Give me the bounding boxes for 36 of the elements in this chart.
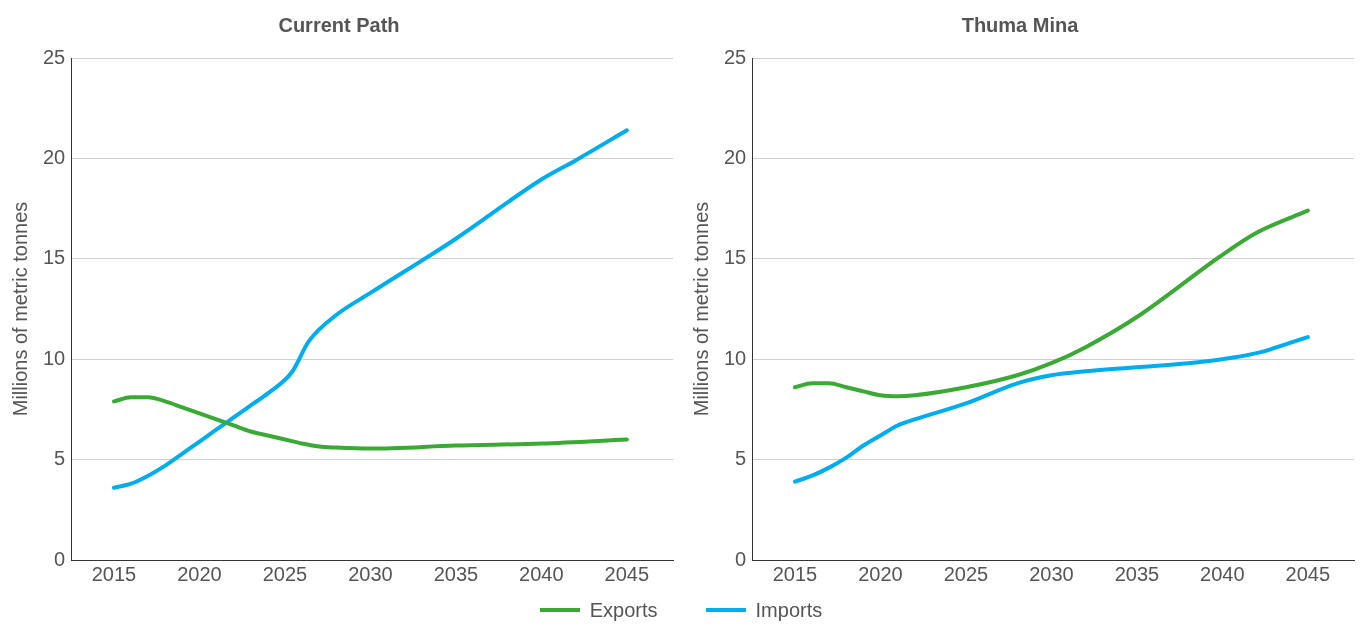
x-tick-label: 2030 — [348, 562, 393, 585]
x-tick-label: 2030 — [1029, 562, 1074, 585]
x-tick-label: 2025 — [262, 562, 308, 585]
y-axis-title: Millions of metric tonnes — [8, 201, 31, 417]
x-tick-label: 2040 — [519, 562, 564, 585]
line-series — [111, 395, 629, 451]
chart-title: Thuma Mina — [961, 13, 1080, 36]
x-tick-label: 2040 — [1200, 562, 1245, 585]
y-tick-label: 5 — [54, 447, 66, 470]
line-series — [792, 208, 1310, 399]
y-tick-label: 20 — [724, 145, 747, 168]
y-tick-label: 0 — [54, 547, 66, 570]
x-tick-label: 2020 — [858, 562, 903, 585]
y-tick-label: 20 — [43, 145, 66, 168]
y-tick-label: 15 — [724, 246, 747, 269]
y-tick-label: 0 — [735, 547, 747, 570]
x-tick-label: 2045 — [604, 562, 650, 585]
line-series — [792, 335, 1310, 484]
x-tick-label: 2045 — [1285, 562, 1331, 585]
x-tick-label: 2025 — [943, 562, 989, 585]
line-series — [111, 128, 629, 490]
x-tick-label: 2015 — [772, 562, 818, 585]
chart-title: Current Path — [278, 13, 400, 36]
legend-label: Exports — [589, 598, 658, 622]
x-tick-label: 2020 — [177, 562, 222, 585]
x-tick-label: 2035 — [1114, 562, 1160, 585]
y-tick-label: 10 — [724, 346, 747, 369]
x-tick-label: 2015 — [91, 562, 137, 585]
y-tick-label: 25 — [43, 45, 66, 68]
y-tick-label: 25 — [724, 45, 747, 68]
x-tick-label: 2035 — [433, 562, 479, 585]
y-tick-label: 15 — [43, 246, 66, 269]
y-tick-label: 10 — [43, 346, 66, 369]
y-tick-label: 5 — [735, 447, 747, 470]
legend-label: Imports — [755, 598, 823, 622]
y-axis-title: Millions of metric tonnes — [689, 201, 712, 417]
